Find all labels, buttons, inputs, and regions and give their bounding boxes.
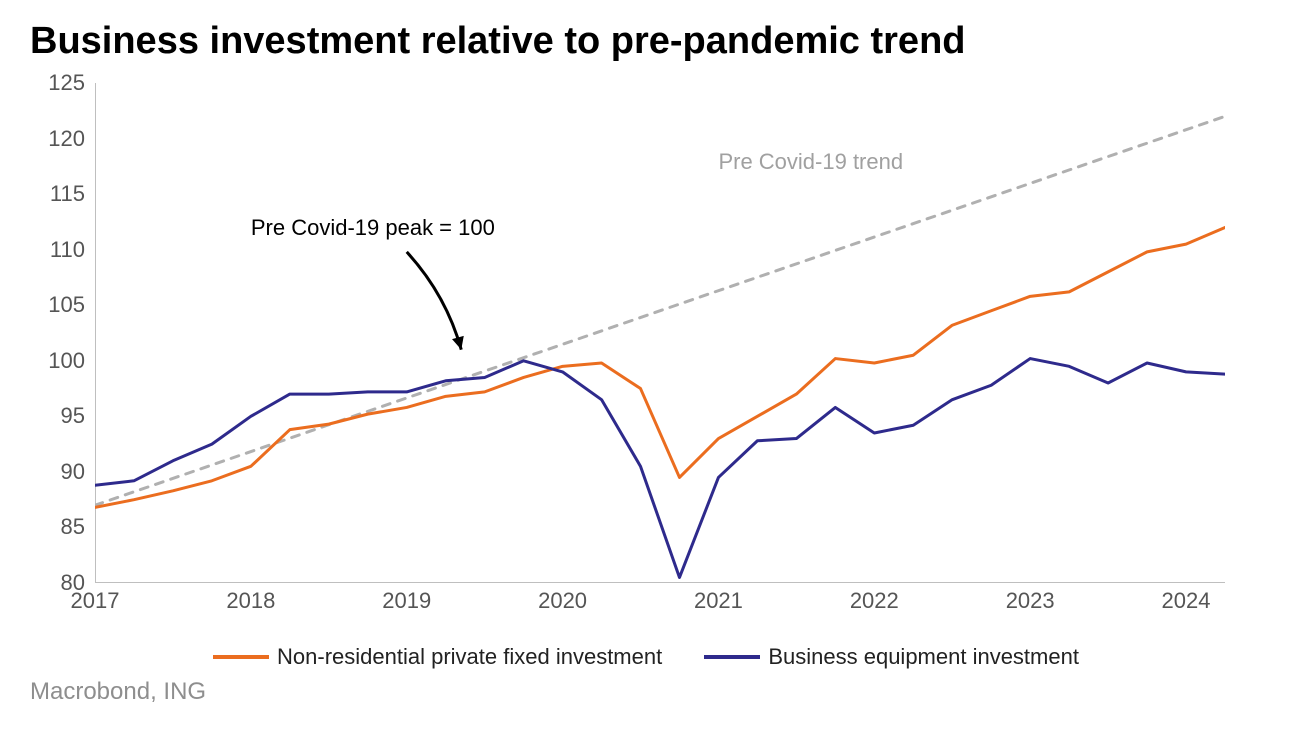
legend-label: Business equipment investment xyxy=(768,644,1079,670)
y-tick-label: 120 xyxy=(30,126,85,152)
x-tick-label: 2024 xyxy=(1162,588,1211,614)
x-tick-label: 2019 xyxy=(382,588,431,614)
x-tick-label: 2017 xyxy=(71,588,120,614)
legend-swatch-icon xyxy=(704,655,760,659)
y-tick-label: 115 xyxy=(30,181,85,207)
series-line xyxy=(95,227,1225,507)
legend-item-equip: Business equipment investment xyxy=(704,644,1079,670)
y-tick-label: 110 xyxy=(30,237,85,263)
series-line xyxy=(95,359,1225,578)
y-tick-label: 90 xyxy=(30,459,85,485)
x-tick-label: 2023 xyxy=(1006,588,1055,614)
y-tick-label: 125 xyxy=(30,70,85,96)
chart-svg xyxy=(95,83,1225,583)
series-line xyxy=(95,116,1225,505)
legend-swatch-icon xyxy=(213,655,269,659)
chart-container: 80859095100105110115120125 2017201820192… xyxy=(30,73,1250,633)
chart-plot-area xyxy=(95,83,1225,583)
x-tick-label: 2021 xyxy=(694,588,743,614)
y-tick-label: 105 xyxy=(30,292,85,318)
y-tick-label: 100 xyxy=(30,348,85,374)
chart-legend: Non-residential private fixed investment… xyxy=(30,639,1262,670)
x-tick-label: 2018 xyxy=(226,588,275,614)
legend-item-nonres: Non-residential private fixed investment xyxy=(213,644,662,670)
source-attribution: Macrobond, ING xyxy=(30,678,1262,706)
annotation-peak-label: Pre Covid-19 peak = 100 xyxy=(251,215,495,241)
page-title: Business investment relative to pre-pand… xyxy=(30,20,1262,63)
legend-label: Non-residential private fixed investment xyxy=(277,644,662,670)
x-tick-label: 2022 xyxy=(850,588,899,614)
annotation-trend-label: Pre Covid-19 trend xyxy=(718,149,903,175)
y-tick-label: 95 xyxy=(30,403,85,429)
y-tick-label: 85 xyxy=(30,514,85,540)
x-tick-label: 2020 xyxy=(538,588,587,614)
